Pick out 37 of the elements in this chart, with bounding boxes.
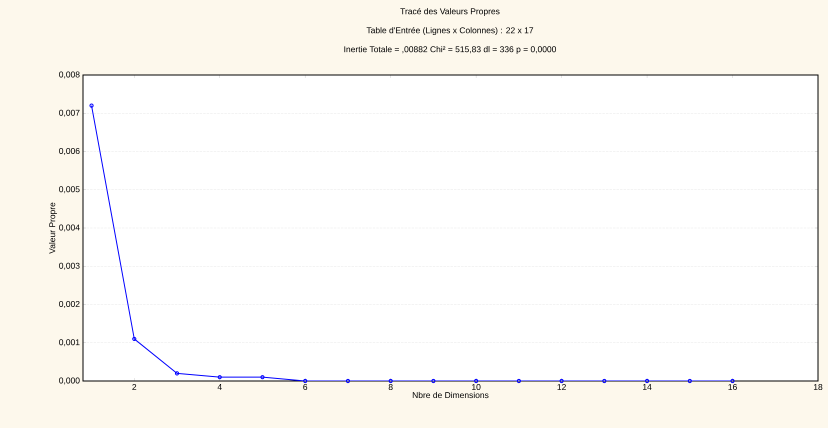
y-tick-label: 0,004: [59, 224, 80, 232]
point: [516, 378, 521, 384]
point: [174, 371, 180, 376]
x-tick-label: 14: [643, 384, 652, 390]
y-tick-label: 0,001: [59, 339, 80, 346]
x-tick-label: 8: [388, 384, 393, 390]
y-tick-label: 0,003: [59, 262, 80, 270]
x-tick-label: 16: [728, 384, 737, 390]
point: [132, 336, 136, 342]
text: Inertie Totale = ,00882 Chi² = 515,83 dl = 336 p = 0,0000: [344, 46, 556, 54]
chart-subtitle: Table d'Entrée (Lignes x Colonnes) : 22 x 17: [366, 27, 534, 35]
point: [560, 378, 564, 384]
x-axis-title: Nbre de Dimensions: [412, 392, 489, 398]
x-tick-label: 12: [558, 384, 566, 390]
point: [644, 378, 650, 384]
point: [388, 378, 393, 384]
point: [218, 375, 222, 380]
x-tick-label: 2: [132, 384, 136, 390]
y-tick-label: 0,002: [59, 301, 80, 308]
point: [431, 378, 436, 384]
point: [346, 378, 350, 384]
y-tick-label: 0,008: [59, 72, 80, 78]
point: [474, 378, 478, 384]
point: [602, 378, 606, 384]
chart-title: Tracé des Valeurs Propres: [400, 8, 500, 16]
y-tick-label: 0,005: [59, 186, 80, 194]
y-axis-title: Valeur Propre: [49, 202, 57, 254]
x-tick-label: 10: [472, 384, 481, 390]
y-tick-label: 0,000: [59, 378, 80, 384]
x-tick-label: 18: [814, 384, 822, 390]
point: [688, 378, 692, 384]
y-tick-label: 0,006: [59, 148, 80, 155]
x-tick-label: 6: [303, 384, 308, 390]
point: [260, 375, 265, 380]
x-tick-label: 4: [218, 384, 222, 390]
y-tick-label: 0,007: [59, 110, 80, 117]
point: [303, 378, 308, 384]
